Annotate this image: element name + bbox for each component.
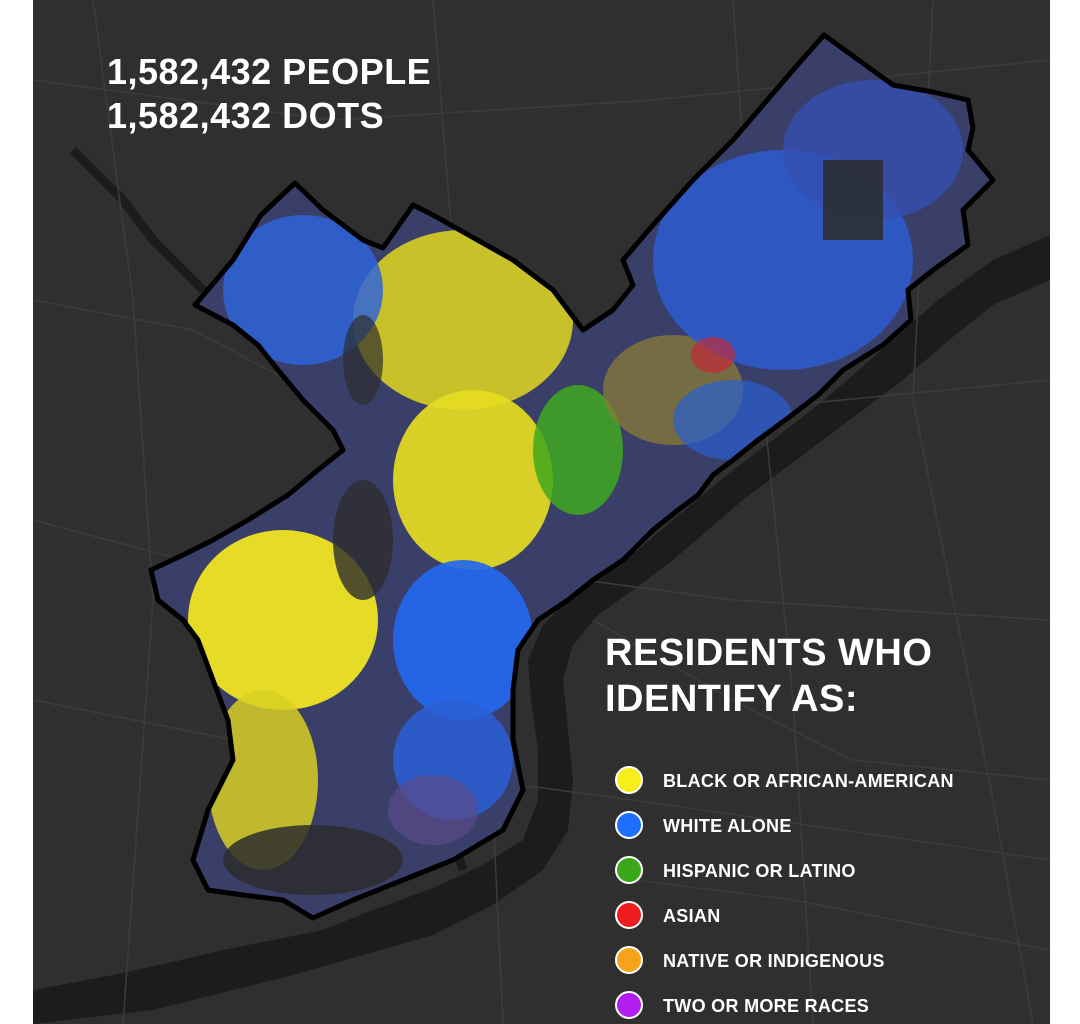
region-black-north — [393, 390, 553, 570]
headline-people-count: 1,582,432 PEOPLE — [107, 51, 432, 92]
legend-swatch-native — [615, 946, 643, 974]
region-hispanic-north — [533, 385, 623, 515]
legend-swatch-white — [615, 811, 643, 839]
park-fairmount — [333, 480, 393, 600]
region-white-far-northwest — [223, 215, 383, 365]
legend-swatch-black — [615, 766, 643, 794]
legend-label-asian: ASIAN — [663, 906, 721, 926]
region-black-northwest — [353, 230, 573, 410]
map-panel[interactable]: 1,582,432 PEOPLE 1,582,432 DOTS RESIDENT… — [33, 0, 1050, 1024]
legend-label-native: NATIVE OR INDIGENOUS — [663, 951, 885, 971]
legend-swatch-asian — [615, 901, 643, 929]
legend-title-line2: IDENTIFY AS: — [605, 678, 859, 720]
legend-label-multiracial: TWO OR MORE RACES — [663, 996, 870, 1016]
region-asian-cluster — [691, 337, 735, 373]
park-wissahickon — [343, 315, 383, 405]
city-boundary — [148, 32, 996, 921]
region-white-center-city — [393, 560, 533, 720]
legend-label-white: WHITE ALONE — [663, 816, 792, 836]
legend-title-line1: RESIDENTS WHO — [605, 632, 933, 674]
legend-label-black: BLACK OR AFRICAN-AMERICAN — [663, 771, 954, 791]
map-canvas[interactable] — [33, 0, 1050, 1024]
region-mixed-south — [388, 775, 478, 845]
park-southwest-airport — [223, 825, 403, 895]
region-airfield-gap — [823, 160, 883, 240]
delaware-river — [33, 235, 1050, 1024]
legend-swatch-hispanic — [615, 856, 643, 884]
region-black-west — [188, 530, 378, 710]
legend-swatch-multiracial — [615, 991, 643, 1019]
legend-title: RESIDENTS WHO IDENTIFY AS: — [605, 630, 1045, 722]
legend-label-hispanic: HISPANIC OR LATINO — [663, 861, 856, 881]
headline-dot-count: 1,582,432 DOTS — [107, 95, 385, 136]
region-black-southwest — [208, 690, 318, 870]
